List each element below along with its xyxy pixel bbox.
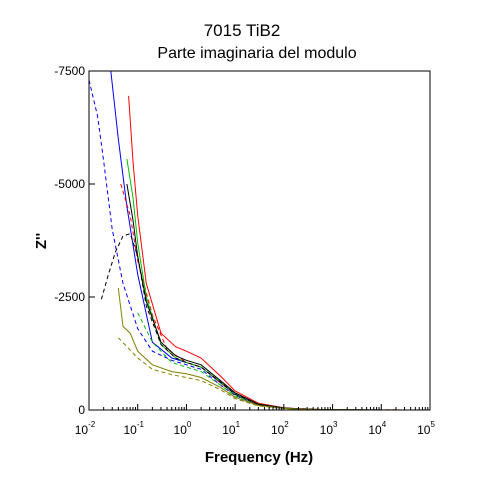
series-layer [89,71,430,410]
y-tick-label: -2500 [54,290,85,304]
series-line-8 [100,233,430,410]
x-tick-label: 102 [271,420,289,437]
y-axis-label: Z'' [33,233,50,249]
x-axis-ticks: 10-2 10-1 100 101 102 103 104 105 [75,404,435,437]
plot-frame [88,70,431,411]
x-tick-label: 104 [368,420,386,437]
series-line-5 [126,159,430,410]
x-tick-label: 10-1 [123,420,144,437]
series-line-9 [117,287,430,410]
series-line-4 [120,183,430,410]
series-line-1 [110,71,430,410]
x-tick-label: 10-2 [75,420,96,437]
series-line-2 [89,79,430,410]
y-tick-label: -5000 [54,177,85,191]
y-axis-ticks: -7500 -5000 -2500 0 [54,64,95,417]
x-axis-label: Frequency (Hz) [205,449,313,466]
x-tick-label: 105 [417,420,435,437]
y-tick-label: 0 [78,403,85,417]
chart-subtitle: Parte imaginaria del modulo [157,45,356,62]
x-tick-label: 103 [320,420,338,437]
y-tick-label: -7500 [54,64,85,78]
series-line-7 [126,183,430,410]
chart-title: 7015 TiB2 [204,21,281,40]
x-tick-label: 100 [174,420,192,437]
x-tick-label: 101 [222,420,240,437]
series-line-3 [128,95,430,410]
